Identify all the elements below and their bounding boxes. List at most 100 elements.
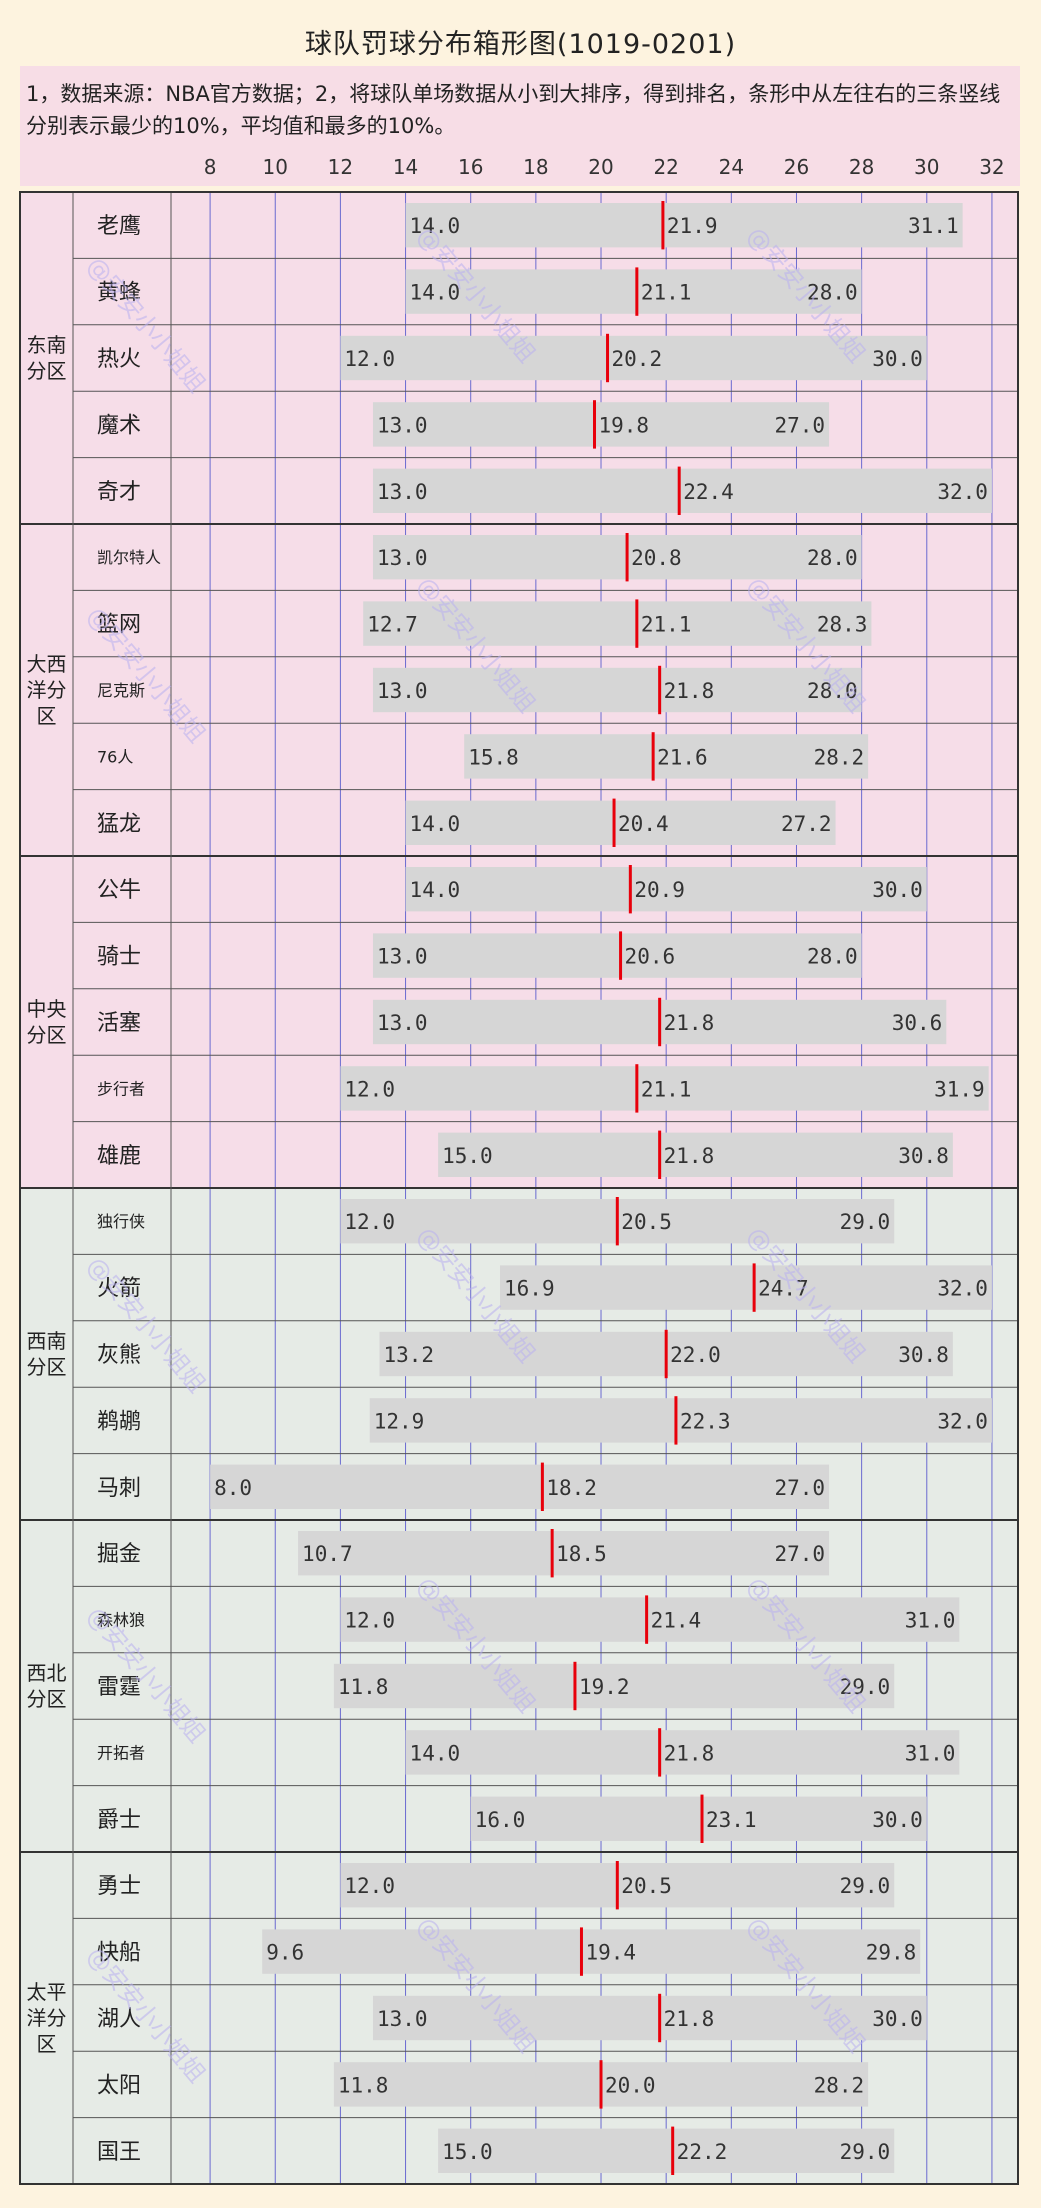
high10-label: 30.6: [892, 1011, 943, 1035]
team-name: 湖人: [97, 2007, 141, 2032]
mean-label: 21.8: [664, 1144, 715, 1168]
high10-label: 27.2: [781, 812, 832, 836]
range-bar: [372, 535, 862, 580]
team-name: 太阳: [97, 2073, 141, 2098]
range-bar: [262, 1929, 921, 1974]
team-row: 11.8 20.0 28.2 太阳: [97, 2060, 869, 2109]
low10-label: 12.0: [344, 1077, 395, 1101]
division-name-line: 洋分: [27, 2006, 67, 2030]
low10-label: 11.8: [338, 2073, 389, 2097]
low10-label: 14.0: [410, 812, 461, 836]
x-tick-label: 10: [263, 155, 288, 179]
mean-label: 24.7: [758, 1277, 809, 1301]
team-name: 森林狼: [97, 1611, 145, 1630]
mean-label: 21.1: [641, 281, 692, 305]
team-row: 12.0 21.1 31.9 步行者: [97, 1064, 989, 1113]
low10-label: 15.0: [442, 1144, 493, 1168]
low10-label: 13.2: [383, 1343, 434, 1367]
x-tick-label: 16: [458, 155, 483, 179]
low10-label: 13.0: [377, 413, 428, 437]
high10-label: 28.0: [807, 281, 858, 305]
low10-label: 12.0: [344, 1609, 395, 1633]
range-bar: [405, 269, 862, 314]
low10-label: 15.0: [442, 2140, 493, 2164]
x-tick-label: 24: [719, 155, 744, 179]
mean-label: 23.1: [706, 1808, 757, 1832]
range-bar: [333, 1663, 895, 1709]
division-name: 东南分区: [27, 333, 67, 383]
x-tick-label: 8: [204, 155, 217, 179]
high10-label: 30.0: [872, 1808, 923, 1832]
x-tick-label: 14: [393, 155, 418, 179]
team-name: 猛龙: [97, 812, 141, 837]
team-row: 15.0 22.2 29.0 国王: [97, 2126, 895, 2175]
team-row: 13.0 21.8 30.0 湖人: [97, 1993, 927, 2043]
high10-label: 31.0: [905, 1609, 956, 1633]
low10-label: 12.0: [344, 347, 395, 371]
low10-label: 13.0: [377, 1011, 428, 1035]
team-name: 骑士: [97, 945, 141, 970]
division-name-line: 洋分: [27, 678, 67, 702]
mean-label: 22.0: [670, 1343, 721, 1367]
team-row: 14.0 20.4 27.2 猛龙: [97, 798, 836, 847]
high10-label: 27.0: [774, 1542, 825, 1566]
mean-label: 19.2: [579, 1675, 630, 1699]
low10-label: 13.0: [377, 2007, 428, 2031]
x-tick-label: 26: [784, 155, 809, 179]
team-row: 15.8 21.6 28.2 76人: [97, 732, 869, 781]
division-name-line: 西南: [27, 1329, 67, 1353]
range-bar: [405, 867, 927, 912]
low10-label: 14.0: [410, 878, 461, 902]
high10-label: 32.0: [937, 1277, 988, 1301]
team-row: 16.0 23.1 30.0 爵士: [97, 1794, 927, 1843]
team-name: 掘金: [97, 1542, 141, 1567]
team-name: 篮网: [97, 613, 141, 638]
team-row: 14.0 21.1 28.0 黄蜂: [97, 267, 862, 316]
team-row: 11.8 19.2 29.0 雷霆: [97, 1661, 895, 1711]
range-bar: [500, 1265, 992, 1310]
x-tick-label: 12: [328, 155, 353, 179]
mean-label: 21.8: [664, 2007, 715, 2031]
chart-note: 1，数据来源：NBA官方数据；2，将球队单场数据从小到大排序，得到排名，条形中从…: [20, 66, 1020, 186]
mean-label: 20.8: [631, 546, 682, 570]
team-name: 奇才: [97, 480, 141, 505]
team-name: 凯尔特人: [97, 548, 161, 567]
low10-label: 13.0: [377, 679, 428, 703]
mean-label: 20.0: [605, 2073, 656, 2097]
low10-label: 16.9: [504, 1277, 555, 1301]
high10-label: 29.8: [866, 1941, 917, 1965]
low10-label: 14.0: [410, 214, 461, 238]
high10-label: 32.0: [937, 1409, 988, 1433]
division-name-line: 分区: [27, 1023, 67, 1047]
team-row: 8.0 18.2 27.0 马刺: [97, 1462, 830, 1511]
mean-label: 20.4: [618, 812, 669, 836]
high10-label: 28.0: [807, 945, 858, 969]
x-tick-label: 30: [914, 155, 939, 179]
range-bar: [372, 468, 992, 513]
high10-label: 29.0: [840, 1675, 891, 1699]
chart-frame: [19, 191, 1019, 2185]
team-row: 15.0 21.8 30.8 雄鹿: [97, 1130, 953, 1179]
high10-label: 27.0: [774, 1476, 825, 1500]
high10-label: 31.9: [934, 1077, 985, 1101]
range-bar: [372, 933, 862, 978]
team-row: 13.0 20.6 28.0 骑士: [97, 931, 862, 980]
team-row: 12.0 20.5 29.0 勇士: [97, 1861, 895, 1910]
high10-label: 32.0: [937, 480, 988, 504]
team-name: 开拓者: [97, 1743, 145, 1762]
division-name-line: 分区: [27, 1687, 67, 1711]
x-tick-label: 18: [523, 155, 548, 179]
low10-label: 12.0: [344, 1210, 395, 1234]
range-bar: [372, 402, 830, 447]
team-name: 鹈鹕: [97, 1409, 141, 1434]
team-row: 10.7 18.5 27.0 掘金: [97, 1529, 830, 1578]
high10-label: 30.8: [898, 1343, 949, 1367]
team-name: 老鹰: [97, 214, 141, 239]
high10-label: 30.0: [872, 2007, 923, 2031]
team-name: 黄蜂: [97, 281, 141, 306]
team-name: 公牛: [97, 878, 141, 903]
mean-label: 20.2: [612, 347, 663, 371]
team-row: 9.6 19.4 29.8 快船: [97, 1927, 921, 1976]
range-bar: [405, 800, 836, 845]
